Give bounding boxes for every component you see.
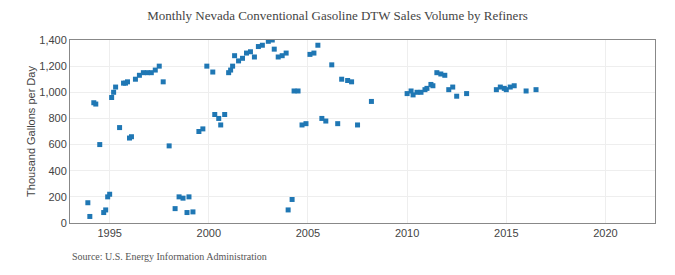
svg-text:1,200: 1,200	[39, 60, 67, 72]
svg-text:0: 0	[61, 217, 67, 229]
svg-text:1995: 1995	[97, 227, 121, 239]
svg-text:2000: 2000	[197, 227, 221, 239]
svg-text:400: 400	[48, 165, 66, 177]
svg-text:2015: 2015	[494, 227, 518, 239]
svg-text:800: 800	[48, 112, 66, 124]
svg-text:2020: 2020	[593, 227, 617, 239]
svg-text:2005: 2005	[296, 227, 320, 239]
svg-text:Source: U.S. Energy Informatio: Source: U.S. Energy Information Administ…	[72, 251, 267, 262]
svg-text:2010: 2010	[395, 227, 419, 239]
svg-text:600: 600	[48, 138, 66, 150]
svg-text:1,000: 1,000	[39, 86, 67, 98]
svg-text:200: 200	[48, 191, 66, 203]
svg-text:Monthly Nevada Conventional Ga: Monthly Nevada Conventional Gasoline DTW…	[147, 8, 528, 23]
svg-text:Thousand Gallons per Day: Thousand Gallons per Day	[25, 66, 37, 197]
svg-text:1,400: 1,400	[39, 34, 67, 46]
